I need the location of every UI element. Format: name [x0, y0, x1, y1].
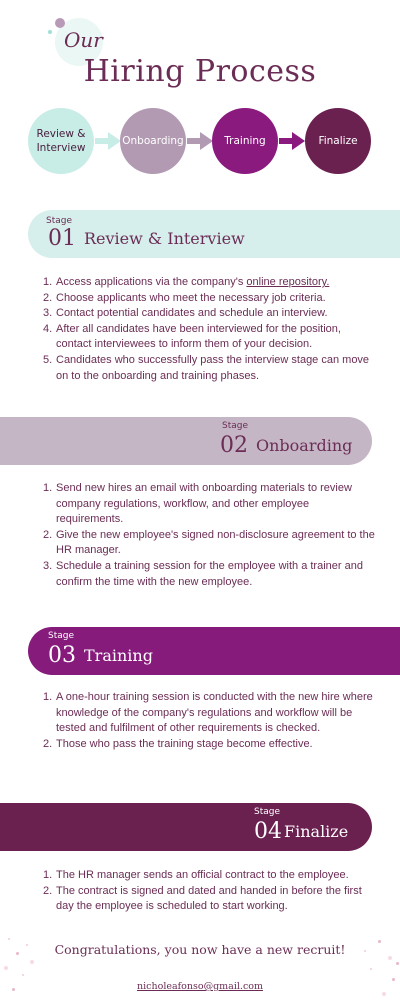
- stage-label: Stage: [46, 216, 73, 226]
- list-item: 3. Schedule a training session for the em…: [43, 559, 363, 588]
- stage-01-steps: 1. Access applications via the company's …: [40, 275, 375, 384]
- list-item: 2. The contract is signed and dated and h…: [43, 884, 362, 913]
- stage-title: Onboarding: [256, 436, 353, 455]
- sparkle-dot: [8, 938, 10, 940]
- stage-banner-04: Stage 04 Finalize: [0, 803, 372, 851]
- list-item: 4. After all candidates have been intervi…: [43, 322, 341, 351]
- sparkle-dot: [364, 950, 366, 952]
- stage-title: Training: [84, 646, 153, 665]
- arrow-right-icon: [279, 132, 305, 150]
- stage-label: Stage: [48, 631, 75, 641]
- flow-step-label: Onboarding: [122, 135, 184, 147]
- flow-step-training: Training: [212, 108, 278, 174]
- stage-number: 04: [254, 819, 282, 844]
- process-flow: Review & Interview Onboarding Training Fi…: [0, 108, 400, 176]
- flow-step-finalize: Finalize: [305, 108, 371, 174]
- sparkle-dot: [26, 944, 28, 946]
- stage-number: 01: [48, 226, 76, 251]
- sparkle-dot: [392, 978, 395, 981]
- sparkle-dot: [30, 960, 34, 964]
- list-item: 3. Contact potential candidates and sched…: [43, 307, 328, 320]
- arrow-right-icon: [95, 132, 121, 150]
- stage-title: Finalize: [284, 822, 349, 841]
- congratulations-message: Congratulations, you now have a new recr…: [54, 942, 346, 957]
- stage-number: 02: [220, 433, 248, 458]
- stage-banner-01: Stage 01 Review & Interview: [28, 210, 400, 258]
- stage-title: Review & Interview: [84, 229, 245, 248]
- sparkle-dot: [378, 940, 381, 943]
- flow-step-label: Training: [224, 135, 266, 147]
- flow-step-label: Finalize: [318, 135, 358, 147]
- sparkle-dot: [12, 988, 15, 991]
- sparkle-dot: [16, 952, 19, 955]
- decorative-dot: [55, 18, 65, 28]
- online-repository-link[interactable]: online repository.: [246, 276, 330, 288]
- sparkle-dot: [4, 966, 8, 970]
- flow-step-onboarding: Onboarding: [120, 108, 186, 174]
- stage-03-steps: 1. A one-hour training session is conduct…: [40, 690, 375, 752]
- sparkle-dot: [370, 968, 372, 970]
- stage-04-steps: 1. The HR manager sends an official contr…: [40, 868, 375, 915]
- flow-step-review-interview: Review & Interview: [28, 108, 94, 174]
- arrow-right-icon: [187, 132, 213, 150]
- list-item: 2. Those who pass the training stage beco…: [43, 737, 313, 750]
- title-kicker: Our: [64, 28, 103, 52]
- list-item: 5. Candidates who successfully pass the i…: [43, 353, 370, 382]
- stage-number: 03: [48, 643, 76, 668]
- list-item: 2. Give the new employee's signed non-dis…: [43, 528, 375, 557]
- sparkle-dot: [396, 962, 399, 965]
- header: Our Hiring Process: [0, 0, 400, 100]
- list-item: 1. Send new hires an email with onboardin…: [43, 482, 352, 526]
- sparkle-dot: [388, 956, 392, 960]
- stage-banner-03: Stage 03 Training: [28, 627, 400, 675]
- sparkle-dot: [382, 992, 386, 996]
- stage-02-steps: 1. Send new hires an email with onboardin…: [40, 481, 375, 590]
- page-title: Hiring Process: [83, 54, 317, 89]
- list-item: 1. A one-hour training session is conduct…: [43, 691, 373, 735]
- list-item: 2. Choose applicants who meet the necessa…: [43, 291, 326, 304]
- contact-email-link[interactable]: nicholeafonso@gmail.com: [137, 981, 263, 992]
- list-item: 1. The HR manager sends an official contr…: [43, 869, 349, 881]
- decorative-dot: [48, 30, 52, 34]
- stage-label: Stage: [254, 807, 281, 817]
- sparkle-dot: [22, 974, 24, 976]
- stage-banner-02: Stage 02 Onboarding: [0, 417, 372, 465]
- stage-label: Stage: [222, 421, 249, 431]
- list-item: 1. Access applications via the company's …: [43, 276, 330, 288]
- flow-step-label: Review & Interview: [36, 128, 86, 154]
